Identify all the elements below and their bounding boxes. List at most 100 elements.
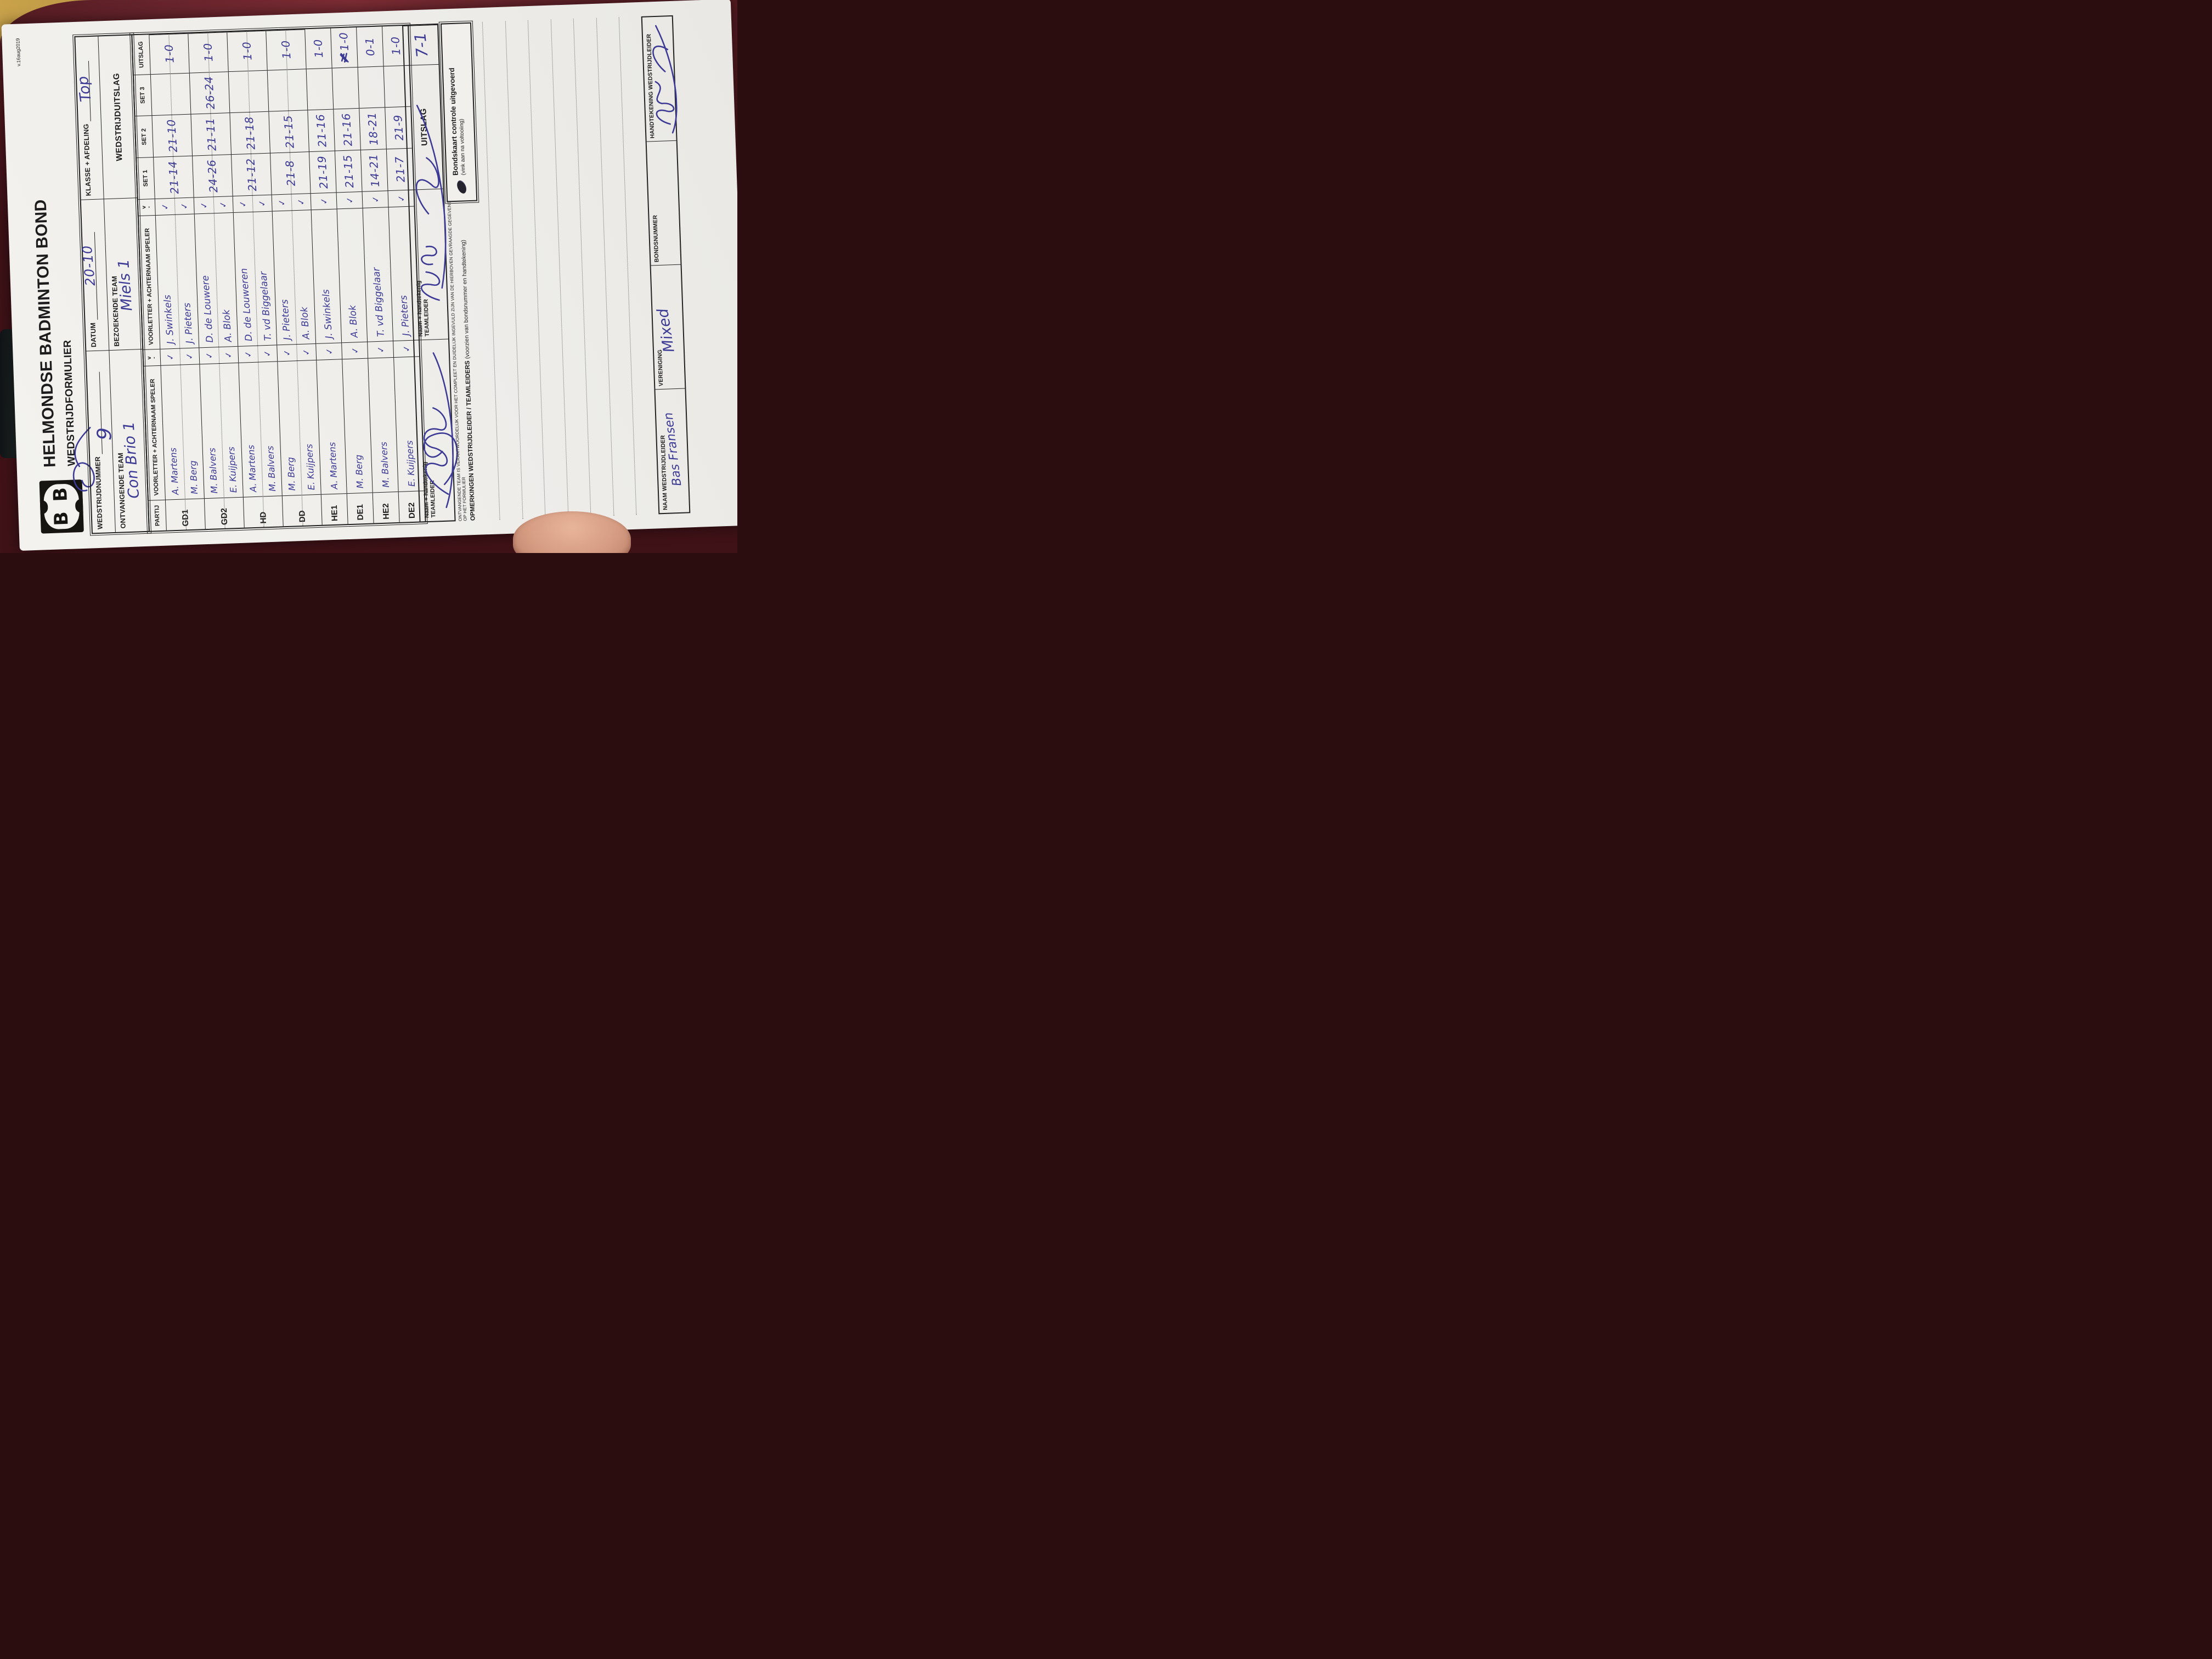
- set3-score: [267, 68, 308, 112]
- presence-check: ✓: [256, 198, 268, 208]
- presence-check: ✓: [323, 347, 335, 356]
- match-row-DE1: DE1 M. Berg ✓ A. Blok ✓ 21-15 21-16 1-0: [331, 27, 374, 524]
- home-presence-checks: ✓ ✓: [160, 347, 200, 366]
- away-presence-checks: ✓ ✓: [272, 193, 311, 211]
- home-players: A. Martens M. Balvers: [239, 361, 282, 497]
- player-name: E. Kuijpers: [225, 446, 239, 494]
- player-name: E. Kuijpers: [303, 443, 317, 491]
- match-rows: GD1 A. Martens M. Berg ✓ ✓ J. Swinkels J. Piet…: [149, 26, 425, 531]
- presence-check: ✓: [178, 201, 190, 211]
- away-presence-checks: ✓: [362, 190, 388, 208]
- form-version: v.16aug2019: [15, 38, 22, 67]
- match-form-sheet: v.16aug2019 B B HELMONDSE BADMINTON BOND…: [1, 0, 737, 551]
- home-players: M. Berg E. Kuijpers: [278, 360, 321, 496]
- naam-wedstrijdleider-cell: NAAM WEDSTRIJDLEIDER Bas Fransen: [655, 388, 690, 514]
- presence-check: ✓: [343, 195, 356, 205]
- home-presence-checks: ✓ ✓: [199, 346, 239, 364]
- partij-label: DE1: [347, 492, 374, 524]
- pen-check-mark: [455, 179, 468, 195]
- player-name: E. Kuijpers: [404, 440, 417, 487]
- ruled-line: [618, 17, 637, 515]
- set-score: 21-8: [283, 160, 298, 187]
- bezoekende-team-field: BEZOEKENDE TEAM Miels 1: [104, 198, 143, 351]
- presence-check: ✓: [164, 352, 176, 362]
- bezoekende-team-value: Miels 1: [115, 258, 136, 312]
- presence-check: ✓: [222, 350, 234, 360]
- partij-label: HE1: [321, 493, 348, 525]
- partij-label: HD: [243, 495, 283, 528]
- footer-row: NAAM WEDSTRIJDLEIDER Bas Fransen VERENIG…: [641, 15, 691, 515]
- home-check-header: v-: [143, 349, 161, 366]
- set-score: 21-15: [341, 154, 357, 189]
- set1-score: 21-14: [154, 155, 194, 199]
- uitslag-total-value: 7-1: [410, 31, 432, 59]
- set3-score: [228, 70, 269, 113]
- presence-check: ✓: [318, 196, 330, 206]
- player-name: D. de Louweren: [238, 268, 255, 342]
- uitslag-value: 1-0: [162, 44, 177, 64]
- away-players: D. de Louwere A. Blok: [194, 212, 238, 348]
- bondskaart-box: Bondskaart controle uitgevoerd (vink aan…: [440, 13, 478, 212]
- presence-check: ✓: [395, 193, 407, 203]
- wedstrijdleider-signature: [652, 25, 678, 134]
- presence-check: ✓: [369, 194, 381, 204]
- set1-score: 21-19: [309, 150, 336, 193]
- away-presence-checks: ✓: [311, 192, 337, 210]
- away-teamleider-cell: Naam + handtekenig TEAMLEIDER: [409, 188, 449, 341]
- bondsnummer-cell: BONDSNUMMER: [646, 140, 681, 266]
- ruled-line: [505, 21, 523, 519]
- away-presence-checks: ✓ ✓: [155, 197, 194, 215]
- set2-score: 21-10: [152, 114, 193, 157]
- uitslag-total-cell: 7-1: [403, 24, 439, 65]
- player-name: M. Balvers: [264, 445, 278, 492]
- uitslag-value: 1-0: [388, 36, 403, 56]
- set2-score: 21-16: [308, 109, 335, 152]
- set-score: 21-18: [242, 116, 258, 150]
- set-score: 24-26: [205, 159, 221, 193]
- uitslag-score: 1-0: [149, 33, 189, 74]
- set3-score: [358, 66, 385, 109]
- set3-score: [150, 72, 191, 116]
- uitslag-score: 1-0: [188, 32, 228, 73]
- away-players: D. de Louweren T. vd Biggelaar: [233, 211, 277, 347]
- presence-check: ✓: [281, 348, 293, 358]
- set-score: 21-14: [166, 160, 182, 195]
- set3-score: 26-24: [189, 71, 230, 114]
- player-name: A. Martens: [167, 447, 181, 495]
- set-score: 21-15: [281, 115, 297, 149]
- presence-check: ✓: [203, 351, 215, 360]
- uitslag-score: 1-0: [331, 27, 357, 67]
- set2-score: 21-11: [191, 112, 232, 156]
- uitslag-score: 1-0: [227, 30, 267, 71]
- partij-label: GD1: [165, 498, 205, 531]
- set-score: 21-11: [203, 117, 219, 152]
- vereniging-cell: VERENIGING Mixed: [651, 264, 685, 390]
- pen-scribble: [72, 427, 95, 492]
- presence-check: ✓: [237, 199, 249, 208]
- set1-score: 21-12: [232, 153, 272, 196]
- home-players: M. Balvers E. Kuijpers: [200, 363, 243, 499]
- player-name: D. de Louwere: [200, 275, 216, 343]
- form-title: HELMONDSE BADMINTON BOND: [31, 199, 59, 468]
- away-players: J. Swinkels: [311, 208, 342, 344]
- player-name: J. Swinkels: [320, 289, 335, 340]
- set-score: 21-10: [164, 119, 180, 153]
- home-players: A. Martens: [317, 359, 347, 495]
- ruled-line: [527, 20, 546, 518]
- uitslag-score: 0-1: [357, 26, 383, 66]
- uitslag-value: 1-0: [336, 31, 352, 52]
- set-score: 21-9: [391, 114, 407, 142]
- presence-check: ✓: [217, 200, 229, 209]
- away-players: A. Blok: [337, 207, 368, 343]
- klasse-value: Top: [74, 75, 95, 103]
- presence-check: ✓: [300, 347, 312, 357]
- player-name: A. Blok: [221, 309, 234, 343]
- set1-score: 21-8: [270, 151, 311, 195]
- uitslag-value: 1-0: [279, 40, 294, 60]
- presence-check: ✓: [261, 349, 273, 358]
- vereniging-value: Mixed: [654, 307, 678, 354]
- home-teamleider-cell: Naam + handtekenig TEAMLEIDER: [414, 338, 455, 522]
- partij-label: HE2: [373, 492, 399, 523]
- partij-label: DD: [282, 494, 322, 527]
- home-players: M. Berg: [342, 358, 373, 494]
